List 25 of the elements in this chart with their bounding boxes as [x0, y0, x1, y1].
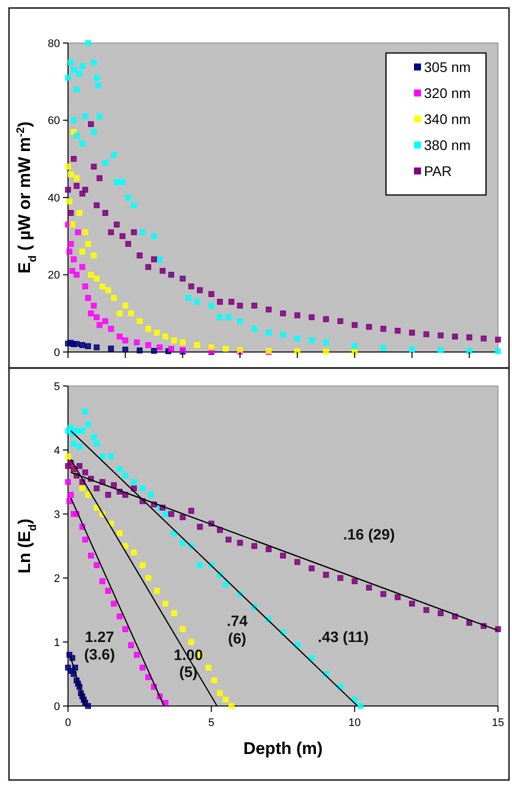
y-tick-label: 0: [54, 346, 60, 359]
x-tick-label: 10: [348, 717, 361, 729]
y-tick-label: 80: [48, 38, 60, 50]
legend-label: PAR: [424, 162, 452, 179]
legend-label: 340 nm: [424, 110, 471, 127]
x-tick-label: 0: [64, 717, 72, 729]
y-tick-label: 0: [54, 700, 60, 713]
annotation: 1.27 (3.6): [84, 629, 115, 664]
x-axis-title: Depth (m): [243, 739, 323, 758]
legend-label: 305 nm: [424, 58, 471, 75]
y-tick-label: 5: [54, 380, 60, 393]
x-tick-label: 15: [492, 717, 504, 729]
annotation: .74 (6): [226, 613, 248, 648]
legend-label: 320 nm: [424, 84, 471, 101]
y-tick-label: 3: [54, 508, 60, 521]
annotation: .16 (29): [343, 526, 395, 544]
x-tick-label: 5: [208, 717, 214, 729]
y-tick-label: 4: [54, 444, 60, 457]
annotation: .43 (11): [318, 629, 369, 646]
y-tick-label: 60: [48, 115, 60, 128]
legend-label: 380 nm: [424, 136, 471, 153]
y-tick-label: 1: [54, 636, 60, 649]
y-tick-label: 40: [48, 192, 60, 204]
y-tick-label: 2: [54, 572, 60, 585]
y-tick-label: 20: [48, 270, 60, 282]
